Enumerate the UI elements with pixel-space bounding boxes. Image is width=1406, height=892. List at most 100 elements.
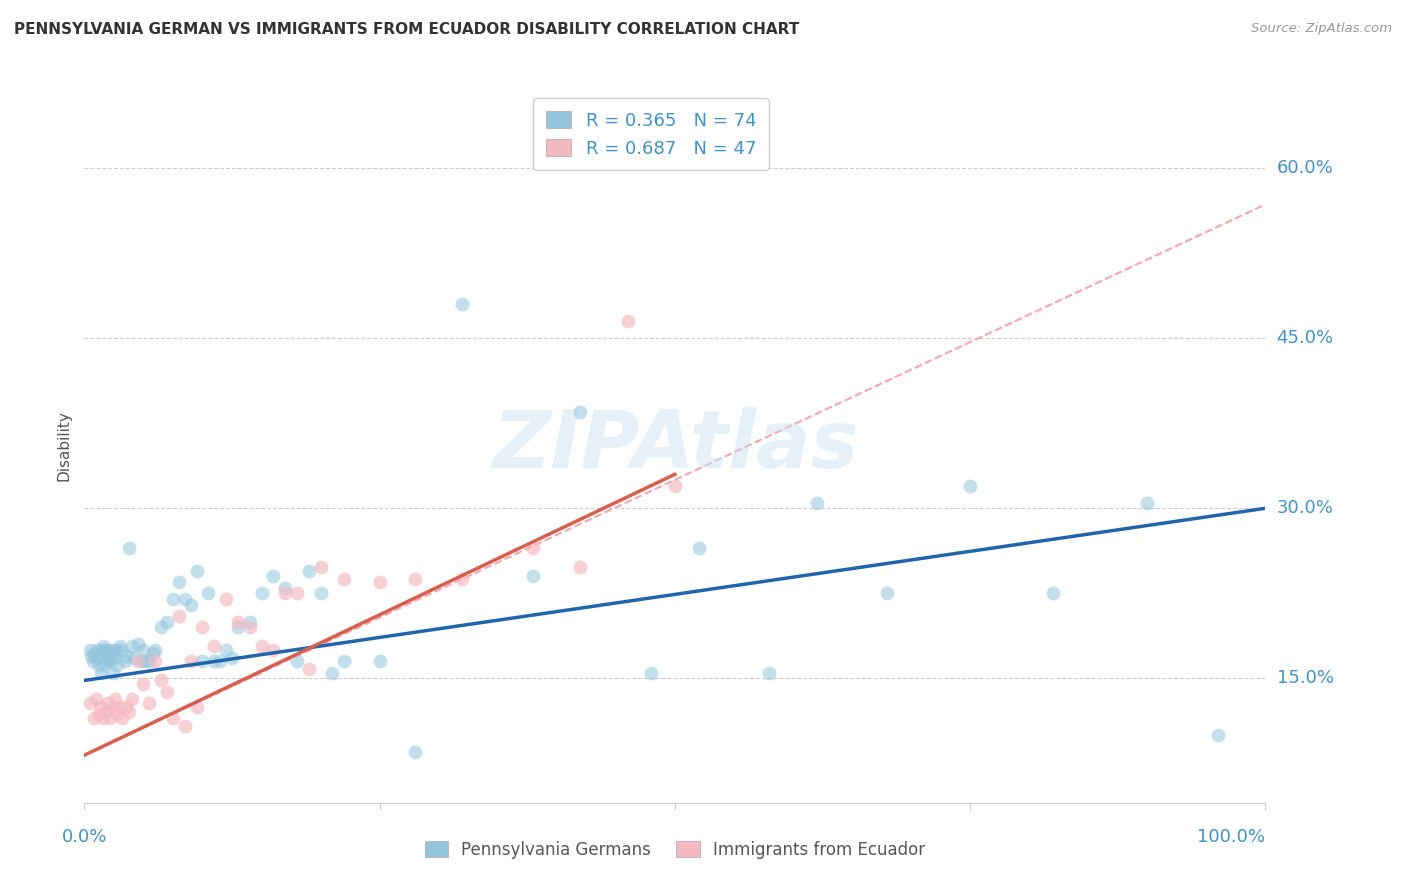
Text: 100.0%: 100.0%: [1198, 828, 1265, 846]
Point: [209, 654, 232, 668]
Point: [522, 541, 544, 555]
Text: ZIPAtlas: ZIPAtlas: [492, 407, 858, 485]
Point: [250, 586, 273, 600]
Point: [221, 650, 243, 665]
Point: [143, 654, 166, 668]
Point: [101, 665, 124, 680]
Point: [108, 640, 131, 654]
Point: [89, 648, 111, 663]
Text: PENNSYLVANIA GERMAN VS IMMIGRANTS FROM ECUADOR DISABILITY CORRELATION CHART: PENNSYLVANIA GERMAN VS IMMIGRANTS FROM E…: [14, 22, 799, 37]
Point: [91, 711, 114, 725]
Point: [1136, 495, 1159, 509]
Point: [616, 314, 638, 328]
Point: [118, 541, 141, 555]
Y-axis label: Disability: Disability: [56, 410, 72, 482]
Point: [79, 696, 101, 710]
Point: [80, 648, 103, 663]
Point: [111, 643, 134, 657]
Point: [135, 654, 157, 668]
Point: [285, 586, 308, 600]
Point: [108, 699, 131, 714]
Text: 45.0%: 45.0%: [1277, 329, 1334, 347]
Point: [93, 657, 115, 672]
Point: [191, 620, 214, 634]
Point: [186, 699, 208, 714]
Point: [98, 654, 121, 668]
Point: [83, 711, 105, 725]
Point: [84, 650, 107, 665]
Point: [94, 705, 117, 719]
Point: [115, 648, 138, 663]
Point: [98, 650, 121, 665]
Point: [86, 643, 108, 657]
Point: [262, 643, 284, 657]
Point: [84, 691, 107, 706]
Point: [404, 745, 426, 759]
Point: [202, 640, 225, 654]
Point: [138, 654, 160, 668]
Point: [180, 654, 202, 668]
Point: [226, 620, 249, 634]
Point: [79, 643, 101, 657]
Point: [129, 654, 152, 668]
Point: [97, 643, 120, 657]
Point: [96, 654, 118, 668]
Point: [121, 691, 143, 706]
Point: [239, 615, 262, 629]
Legend: Pennsylvania Germans, Immigrants from Ecuador: Pennsylvania Germans, Immigrants from Ec…: [418, 835, 932, 866]
Point: [97, 696, 120, 710]
Point: [122, 650, 145, 665]
Point: [114, 654, 136, 668]
Point: [215, 643, 238, 657]
Point: [309, 586, 332, 600]
Point: [333, 572, 356, 586]
Point: [404, 572, 426, 586]
Point: [167, 574, 190, 589]
Point: [105, 643, 128, 657]
Point: [104, 691, 127, 706]
Point: [127, 637, 149, 651]
Point: [138, 696, 160, 710]
Point: [90, 699, 112, 714]
Text: Source: ZipAtlas.com: Source: ZipAtlas.com: [1251, 22, 1392, 36]
Point: [239, 620, 262, 634]
Point: [368, 654, 391, 668]
Point: [132, 677, 155, 691]
Point: [167, 608, 190, 623]
Point: [87, 707, 110, 722]
Point: [150, 620, 173, 634]
Point: [522, 569, 544, 583]
Point: [274, 581, 297, 595]
Point: [758, 665, 780, 680]
Point: [309, 560, 332, 574]
Point: [569, 405, 592, 419]
Point: [162, 591, 184, 606]
Point: [127, 654, 149, 668]
Point: [186, 564, 208, 578]
Point: [91, 640, 114, 654]
Point: [191, 654, 214, 668]
Point: [451, 297, 474, 311]
Point: [180, 598, 202, 612]
Point: [876, 586, 898, 600]
Point: [368, 574, 391, 589]
Point: [91, 643, 114, 657]
Point: [98, 711, 121, 725]
Point: [806, 495, 828, 509]
Point: [664, 478, 686, 492]
Point: [87, 657, 110, 672]
Point: [111, 711, 134, 725]
Point: [274, 586, 297, 600]
Point: [104, 650, 127, 665]
Point: [101, 699, 124, 714]
Point: [143, 643, 166, 657]
Point: [150, 673, 173, 688]
Point: [226, 615, 249, 629]
Point: [215, 591, 238, 606]
Point: [250, 640, 273, 654]
Point: [107, 707, 129, 722]
Point: [569, 560, 592, 574]
Point: [197, 586, 219, 600]
Point: [262, 569, 284, 583]
Point: [285, 654, 308, 668]
